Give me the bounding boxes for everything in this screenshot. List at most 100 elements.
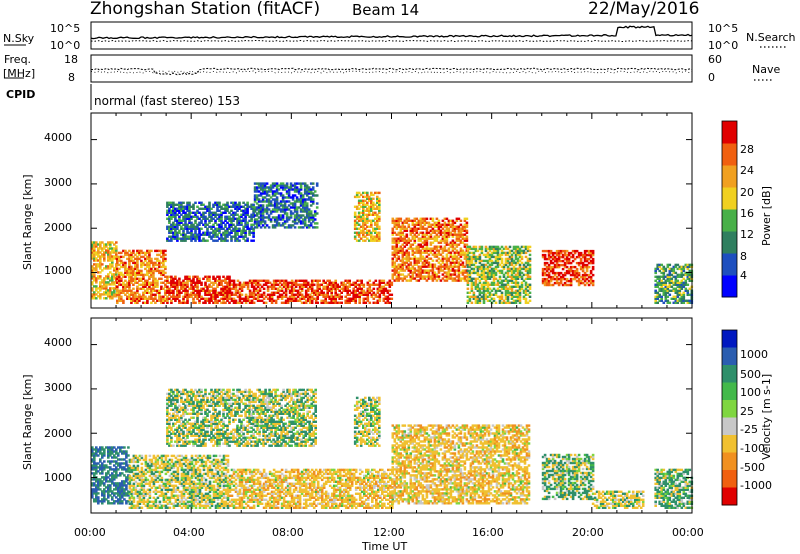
power-cell-9 <box>518 299 522 302</box>
power-cell-1 <box>128 259 131 263</box>
power-cell-6 <box>346 289 349 292</box>
power-cell-3 <box>166 213 169 216</box>
power-cell-7 <box>374 221 377 224</box>
power-cell-5 <box>301 196 305 199</box>
velocity-cell-0 <box>95 484 98 487</box>
power-cell-4 <box>250 291 254 294</box>
power-cell-1 <box>128 273 131 277</box>
power-cell-2 <box>174 299 177 302</box>
power-cell-9 <box>520 255 524 259</box>
power-cell-4 <box>248 289 252 292</box>
power-cell-8 <box>411 275 415 278</box>
power-cell-11 <box>670 285 674 288</box>
power-cell-8 <box>407 279 411 282</box>
power-cell-7 <box>357 219 361 222</box>
power-cell-11 <box>654 295 657 298</box>
power-cell-8 <box>407 237 411 240</box>
power-cell-5 <box>275 222 279 225</box>
power-cell-8 <box>445 259 449 262</box>
power-cell-4 <box>304 279 308 282</box>
power-cell-0 <box>99 283 102 286</box>
power-cell-0 <box>101 255 104 258</box>
power-cell-6 <box>350 297 353 300</box>
power-cell-6 <box>320 289 323 292</box>
power-cell-8 <box>449 241 453 244</box>
power-cell-5 <box>271 216 275 219</box>
power-cell-4 <box>258 299 262 302</box>
velocity-cell-0 <box>109 466 112 469</box>
power-cell-4 <box>228 281 232 284</box>
power-cell-7 <box>357 233 361 236</box>
power-cell-1 <box>148 277 151 280</box>
power-cell-8 <box>401 255 405 258</box>
power-cell-8 <box>411 265 415 268</box>
power-cell-2 <box>166 279 169 282</box>
power-cell-8 <box>413 257 417 260</box>
power-cell-2 <box>174 287 177 290</box>
power-cell-0 <box>91 275 94 278</box>
power-cell-0 <box>95 279 98 282</box>
power-cell-0 <box>99 277 102 280</box>
power-cell-2 <box>208 291 211 294</box>
power-cell-0 <box>105 283 108 286</box>
power-cell-4 <box>242 299 246 302</box>
power-cell-8 <box>433 229 437 232</box>
power-cell-5 <box>283 186 287 189</box>
power-cell-0 <box>105 285 108 288</box>
power-cell-3 <box>212 223 215 226</box>
power-cell-8 <box>391 217 395 220</box>
power-cell-6 <box>354 293 357 296</box>
power-cell-8 <box>449 277 453 280</box>
power-cell-0 <box>95 267 98 270</box>
power-cell-4 <box>256 295 260 298</box>
power-cell-9 <box>512 277 516 280</box>
power-cell-9 <box>516 275 520 278</box>
power-cell-8 <box>427 273 431 276</box>
power-cell-8 <box>449 265 453 268</box>
power-cell-4 <box>250 293 254 296</box>
power-cell-9 <box>502 287 506 290</box>
power-cell-2 <box>222 275 225 278</box>
power-cell-9 <box>516 257 520 261</box>
power-cell-5 <box>315 222 319 225</box>
power-cell-9 <box>518 271 522 275</box>
power-cell-3 <box>208 207 211 210</box>
power-cell-2 <box>180 281 183 284</box>
power-cell-5 <box>309 204 313 207</box>
power-cell-4 <box>272 283 276 286</box>
power-cell-4 <box>266 279 270 282</box>
power-cell-1 <box>130 289 133 292</box>
power-cell-2 <box>208 301 211 304</box>
power-cell-9 <box>478 275 482 278</box>
power-cell-10 <box>557 273 561 277</box>
power-cell-9 <box>498 285 502 288</box>
power-cell-6 <box>316 287 319 290</box>
power-cell-8 <box>443 235 447 238</box>
power-cell-7 <box>357 217 361 220</box>
power-cell-3 <box>174 237 177 240</box>
power-cell-1 <box>160 285 163 288</box>
power-cell-5 <box>255 202 259 205</box>
velocity-cell-0 <box>109 486 112 489</box>
power-cell-5 <box>257 186 261 189</box>
power-cell-4 <box>312 279 316 282</box>
power-cell-3 <box>188 203 191 206</box>
power-cell-3 <box>190 217 193 220</box>
power-cell-11 <box>674 279 678 282</box>
power-cell-4 <box>256 297 260 300</box>
power-cell-8 <box>453 241 457 244</box>
power-cell-1 <box>160 295 163 298</box>
power-cell-9 <box>506 297 510 300</box>
power-cell-5 <box>295 186 299 189</box>
velocity-cell-0 <box>99 458 102 461</box>
power-cell-3 <box>230 219 233 222</box>
velocity-cell-0 <box>111 498 114 501</box>
power-cell-4 <box>244 293 248 296</box>
power-cell-6 <box>332 285 335 288</box>
power-cell-2 <box>220 279 223 282</box>
power-cell-9 <box>504 293 508 296</box>
power-cell-3 <box>246 203 249 206</box>
velocity-cell-0 <box>91 492 94 495</box>
power-cell-8 <box>425 259 429 262</box>
power-cell-0 <box>105 249 108 252</box>
